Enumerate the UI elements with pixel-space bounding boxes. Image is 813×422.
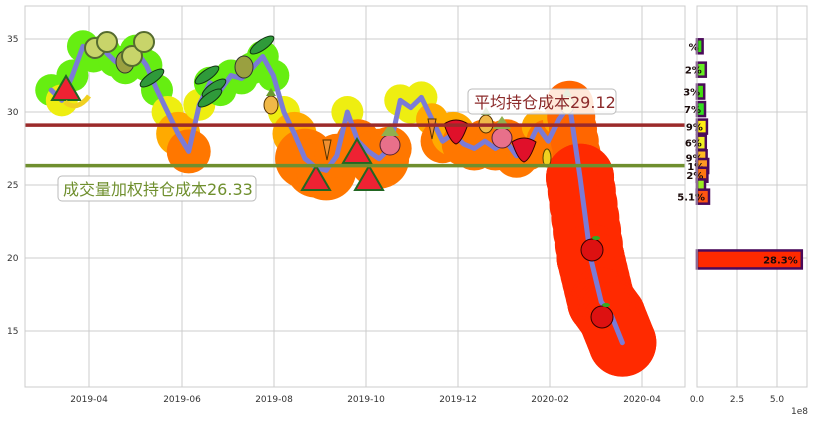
svg-text:6%: 6% bbox=[685, 139, 702, 150]
side-scale-label: 1e8 bbox=[791, 407, 808, 417]
apple-icon bbox=[580, 236, 604, 262]
volume-blobs bbox=[35, 30, 657, 377]
pineapple-icon bbox=[263, 88, 279, 115]
y-tick-label: 20 bbox=[7, 254, 19, 264]
apple-icon bbox=[590, 303, 614, 329]
side-x-tick-label: 5.0 bbox=[770, 395, 785, 405]
x-tick-label: 2019-06 bbox=[163, 395, 201, 405]
watermelon-icon bbox=[50, 74, 82, 101]
svg-text:7%: 7% bbox=[684, 105, 701, 116]
volume-bar: 28.3% bbox=[695, 249, 804, 270]
x-tick-label: 2019-10 bbox=[347, 395, 385, 405]
svg-text:28.3%: 28.3% bbox=[763, 255, 798, 266]
volume-bar: % bbox=[689, 38, 704, 55]
x-tick-label: 2019-08 bbox=[255, 395, 293, 405]
volume-bar: 3% bbox=[683, 83, 706, 100]
svg-text:3%: 3% bbox=[683, 88, 700, 99]
volume-bar: 5.1% bbox=[677, 188, 711, 205]
svg-text:9%: 9% bbox=[686, 123, 703, 134]
fruit-markers bbox=[50, 31, 614, 329]
svg-text:1%: 1% bbox=[687, 162, 704, 173]
avg-cost-label: 平均持仓成本29.12 bbox=[474, 93, 616, 112]
side-axis-ticks: 0.0 2.5 5.0 bbox=[690, 395, 785, 405]
watermelon-icon bbox=[341, 137, 373, 164]
peapod-icon bbox=[139, 68, 165, 88]
side-plot-frame bbox=[696, 5, 808, 388]
peapod-icon bbox=[249, 35, 275, 55]
side-grid bbox=[696, 6, 807, 387]
main-axis-ticks: 35 30 25 20 15 2019-04 2019-06 2019-08 2019-10 20… bbox=[7, 35, 661, 405]
side-x-tick-label: 2.5 bbox=[730, 395, 744, 405]
y-tick-label: 25 bbox=[7, 181, 18, 191]
y-tick-label: 30 bbox=[7, 108, 19, 118]
x-tick-label: 2020-04 bbox=[623, 395, 661, 405]
volume-profile-bars: %2%3%7%9%6%9%1%2%5.1%28.3% bbox=[677, 38, 804, 270]
watermelon-icon bbox=[353, 164, 385, 191]
volume-bar: 7% bbox=[684, 100, 707, 118]
peapod-icon bbox=[197, 88, 223, 108]
main-plot-frame bbox=[24, 5, 686, 388]
radish-icon bbox=[379, 123, 401, 156]
y-tick-label: 35 bbox=[7, 35, 18, 45]
kiwi-icon bbox=[96, 31, 118, 53]
svg-text:2%: 2% bbox=[685, 66, 702, 77]
vwap-cost-annotation: 成交量加权持仓成本26.33 bbox=[57, 175, 257, 202]
svg-text:5.1%: 5.1% bbox=[677, 193, 705, 204]
banana-icon bbox=[63, 94, 91, 109]
pear-icon bbox=[234, 55, 254, 79]
x-tick-label: 2020-02 bbox=[531, 395, 569, 405]
vwap-cost-label: 成交量加权持仓成本26.33 bbox=[63, 180, 253, 199]
x-tick-label: 2019-04 bbox=[70, 395, 108, 405]
watermelon-icon bbox=[300, 164, 332, 191]
strawberry-icon bbox=[511, 137, 537, 163]
svg-text:2%: 2% bbox=[686, 171, 703, 182]
avg-cost-annotation: 平均持仓成本29.12 bbox=[467, 88, 617, 115]
side-x-tick-label: 0.0 bbox=[690, 395, 705, 405]
volume-bar: 9% bbox=[686, 118, 709, 135]
kiwi-icon bbox=[121, 45, 143, 67]
y-tick-label: 15 bbox=[7, 327, 18, 337]
svg-text:%: % bbox=[689, 42, 699, 53]
volume-bar: 2% bbox=[685, 61, 708, 78]
peapod-icon bbox=[194, 65, 220, 85]
volume-bar: 6% bbox=[685, 134, 708, 151]
x-tick-label: 2019-12 bbox=[439, 395, 477, 405]
carrot-icon bbox=[322, 139, 332, 161]
kiwi-icon bbox=[133, 31, 155, 53]
svg-text:9%: 9% bbox=[686, 153, 703, 164]
